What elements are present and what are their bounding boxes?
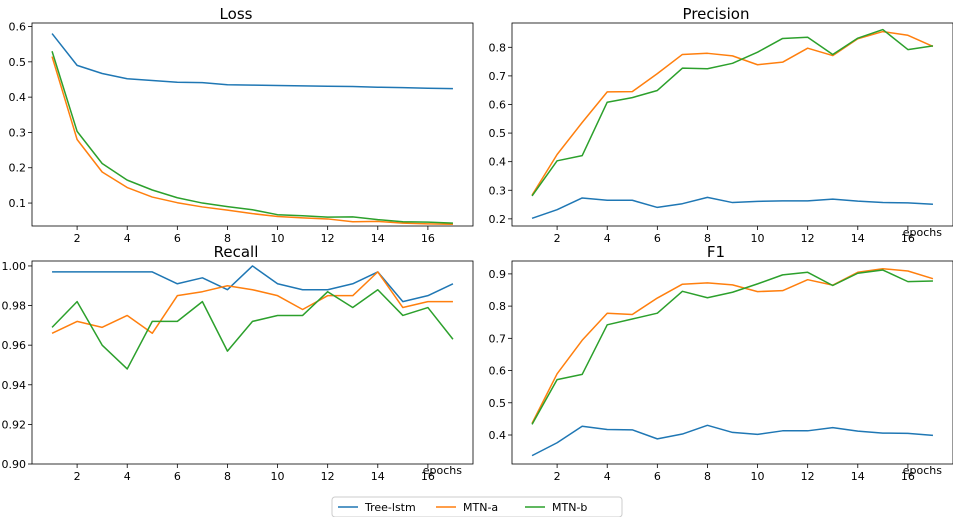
subplot-f1: F1 2 4 6 8 10 12 14 16 0.4 0.5 0.6 0.7 0.8 0.9 epochs <box>489 243 953 483</box>
y-tick-label: 0.5 <box>9 56 27 69</box>
legend-item-mtn-b: MTN-b <box>525 501 587 514</box>
x-tick-label: 4 <box>124 470 131 483</box>
legend-frame <box>331 496 623 517</box>
x-tick-label: 4 <box>124 232 131 245</box>
y-tick-label: 0.96 <box>2 339 27 352</box>
y-tick-label: 0.2 <box>489 213 507 226</box>
subplot-title: F1 <box>707 243 725 261</box>
x-tick-label: 2 <box>554 232 561 245</box>
x-tick-label: 16 <box>421 232 435 245</box>
axes-frame <box>511 22 953 227</box>
y-tick-label: 0.7 <box>489 70 507 83</box>
x-tick-label: 12 <box>801 232 815 245</box>
y-tick-label: 0.3 <box>489 184 507 197</box>
x-tick-label: 8 <box>704 232 711 245</box>
x-tick-label: 14 <box>371 470 385 483</box>
series-line-mtn-b <box>51 288 454 370</box>
x-tick-label: 16 <box>901 232 915 245</box>
x-axis-label: epochs <box>903 464 942 477</box>
x-tick-label: 4 <box>604 470 611 483</box>
y-tick-label: 0.5 <box>489 397 507 410</box>
x-tick-label: 16 <box>421 470 435 483</box>
legend-label-mtn-b: MTN-b <box>552 501 587 514</box>
y-tick-label: 0.92 <box>2 418 27 431</box>
x-tick-label: 2 <box>74 232 81 245</box>
x-tick-label: 14 <box>371 232 385 245</box>
x-tick-label: 14 <box>851 232 865 245</box>
y-tick-label: 0.3 <box>9 126 27 139</box>
series-line-tree-lstm <box>51 33 453 90</box>
y-tick-label: 0.7 <box>489 332 507 345</box>
y-tick-label: 0.94 <box>2 379 27 392</box>
x-tick-label: 2 <box>74 470 81 483</box>
y-tick-label: 0.2 <box>9 162 27 175</box>
series-line-mtn-b <box>51 51 453 224</box>
x-tick-label: 16 <box>901 470 915 483</box>
legend-label-tree-lstm: Tree-lstm <box>364 501 416 514</box>
x-tick-label: 6 <box>174 232 181 245</box>
plot-area: 2 4 6 8 10 12 14 16 0.1 0.2 0.3 0.4 0.5 0.6 <box>9 21 474 245</box>
subplot-recall: Recall 2 4 6 8 10 12 14 16 0.90 0.92 0.94 0.96 0.98 1… <box>2 243 474 483</box>
x-tick-label: 6 <box>654 470 661 483</box>
y-tick-label: 0.4 <box>489 429 507 442</box>
x-tick-label: 2 <box>554 470 561 483</box>
series-line-mtn-a <box>531 30 934 196</box>
legend: Tree-lstm MTN-a MTN-b <box>331 496 623 517</box>
legend-item-tree-lstm: Tree-lstm <box>338 501 416 514</box>
y-tick-label: 0.4 <box>489 156 507 169</box>
plot-area: 2 4 6 8 10 12 14 16 0.4 0.5 0.6 0.7 0.8 0.9 <box>489 260 953 483</box>
x-tick-label: 8 <box>704 470 711 483</box>
axes-frame <box>31 22 474 227</box>
x-tick-label: 10 <box>751 470 765 483</box>
x-tick-label: 12 <box>321 232 335 245</box>
y-tick-label: 0.5 <box>489 127 507 140</box>
x-tick-label: 12 <box>801 470 815 483</box>
y-tick-label: 0.6 <box>489 98 507 111</box>
x-axis-label: epochs <box>903 226 942 239</box>
y-tick-label: 0.98 <box>2 300 27 313</box>
y-tick-label: 0.4 <box>9 91 27 104</box>
y-tick-label: 0.6 <box>9 21 27 34</box>
series-line-mtn-a <box>51 271 453 335</box>
axes-frame <box>511 260 953 465</box>
series-line-mtn-a <box>531 267 934 424</box>
subplot-precision: Precision 2 4 6 8 10 12 14 16 0.2 0.3 0.4 0.5 0.6 0.7… <box>489 5 953 245</box>
x-tick-label: 10 <box>751 232 765 245</box>
x-tick-label: 4 <box>604 232 611 245</box>
y-tick-label: 0.1 <box>9 197 27 210</box>
x-axis-label: epochs <box>423 464 462 477</box>
subplot-loss: Loss 2 4 6 8 10 12 14 16 0.1 0.2 0.3 0.4 0.5 0.6 <box>9 5 474 245</box>
y-tick-label: 0.9 <box>489 268 507 281</box>
series-line-mtn-b <box>531 28 934 197</box>
axes-frame <box>31 260 474 465</box>
x-tick-label: 10 <box>271 470 285 483</box>
x-tick-label: 6 <box>654 232 661 245</box>
legend-label-mtn-a: MTN-a <box>463 501 498 514</box>
series-line-tree-lstm <box>52 265 454 303</box>
subplot-title: Recall <box>214 243 259 261</box>
y-tick-label: 0.6 <box>489 365 507 378</box>
y-tick-label: 0.8 <box>489 41 507 54</box>
x-tick-label: 14 <box>851 470 865 483</box>
x-tick-label: 8 <box>224 232 231 245</box>
series-line-mtn-a <box>51 56 453 225</box>
x-tick-label: 8 <box>224 470 231 483</box>
plot-area: 2 4 6 8 10 12 14 16 0.2 0.3 0.4 0.5 0.6 0.7 0.8 <box>489 22 953 245</box>
x-tick-label: 6 <box>174 470 181 483</box>
y-tick-label: 0.8 <box>489 300 507 313</box>
legend-item-mtn-a: MTN-a <box>436 501 498 514</box>
series-line-mtn-b <box>531 269 933 425</box>
plot-area: 2 4 6 8 10 12 14 16 0.90 0.92 0.94 0.96 0.98 1.00 <box>2 260 474 483</box>
subplot-title: Loss <box>220 5 253 23</box>
y-tick-label: 0.90 <box>2 458 27 471</box>
series-line-tree-lstm <box>531 196 933 219</box>
x-tick-label: 10 <box>271 232 285 245</box>
y-tick-label: 1.00 <box>2 260 27 273</box>
series-line-tree-lstm <box>531 424 934 457</box>
subplot-title: Precision <box>683 5 750 23</box>
x-tick-label: 12 <box>321 470 335 483</box>
